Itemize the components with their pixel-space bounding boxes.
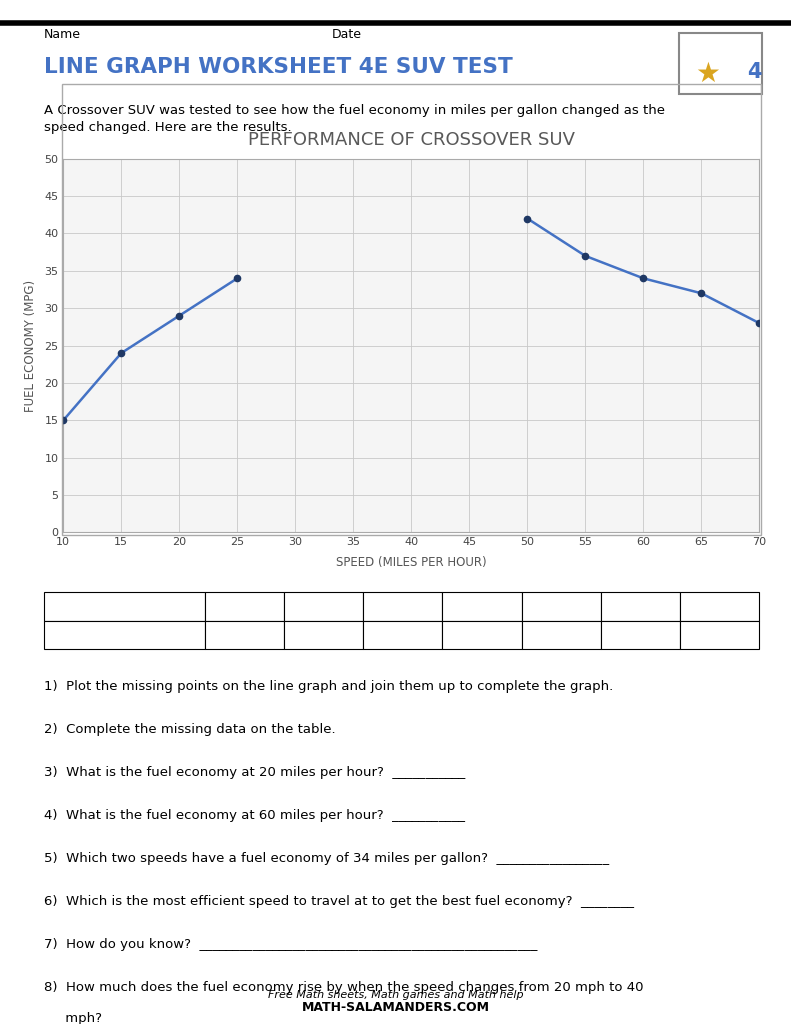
Text: 4: 4 [747,61,762,82]
Text: 7)  How do you know?  ___________________________________________________: 7) How do you know? ____________________… [44,938,537,951]
Text: LINE GRAPH WORKSHEET 4E SUV TEST: LINE GRAPH WORKSHEET 4E SUV TEST [44,56,513,77]
Title: PERFORMANCE OF CROSSOVER SUV: PERFORMANCE OF CROSSOVER SUV [248,131,575,148]
Text: 8)  How much does the fuel economy rise by when the speed changes from 20 mph to: 8) How much does the fuel economy rise b… [44,981,643,994]
Text: 40: 40 [316,629,331,641]
Text: mph?  _______________: mph? _______________ [44,1012,210,1024]
Text: Free Math sheets, Math games and Math help: Free Math sheets, Math games and Math he… [267,990,524,1000]
Text: FUEL ECONOMY (mpg): FUEL ECONOMY (mpg) [48,629,180,641]
Text: Date: Date [332,29,362,41]
Text: ★: ★ [695,59,721,88]
Text: 50: 50 [633,600,648,612]
Text: A Crossover SUV was tested to see how the fuel economy in miles per gallon chang: A Crossover SUV was tested to see how th… [44,104,664,118]
Text: 4)  What is the fuel economy at 60 miles per hour?  ___________: 4) What is the fuel economy at 60 miles … [44,809,464,822]
Text: 30: 30 [316,600,331,612]
Text: 2)  Complete the missing data on the table.: 2) Complete the missing data on the tabl… [44,723,335,736]
Text: SPEED (mph): SPEED (mph) [48,600,126,612]
Text: 45: 45 [554,600,569,612]
Text: 35: 35 [396,600,410,612]
Text: 1)  Plot the missing points on the line graph and join them up to complete the g: 1) Plot the missing points on the line g… [44,680,613,693]
Text: 25: 25 [237,600,252,612]
Text: 5)  Which two speeds have a fuel economy of 34 miles per gallon?  ______________: 5) Which two speeds have a fuel economy … [44,852,608,865]
Text: 44: 44 [554,629,569,641]
Text: Name: Name [44,29,81,41]
Text: 3)  What is the fuel economy at 20 miles per hour?  ___________: 3) What is the fuel economy at 20 miles … [44,766,465,779]
Text: MATH-SALAMANDERS.COM: MATH-SALAMANDERS.COM [301,1001,490,1014]
Text: 47: 47 [475,629,490,641]
Text: speed changed. Here are the results.: speed changed. Here are the results. [44,121,291,134]
FancyBboxPatch shape [679,33,762,94]
Text: 40: 40 [475,600,490,612]
Y-axis label: FUEL ECONOMY (MPG): FUEL ECONOMY (MPG) [25,280,37,412]
Text: 55: 55 [713,600,727,612]
Text: 6)  Which is the most efficient speed to travel at to get the best fuel economy?: 6) Which is the most efficient speed to … [44,895,634,908]
Text: 42: 42 [396,629,411,641]
X-axis label: SPEED (MILES PER HOUR): SPEED (MILES PER HOUR) [336,556,486,568]
